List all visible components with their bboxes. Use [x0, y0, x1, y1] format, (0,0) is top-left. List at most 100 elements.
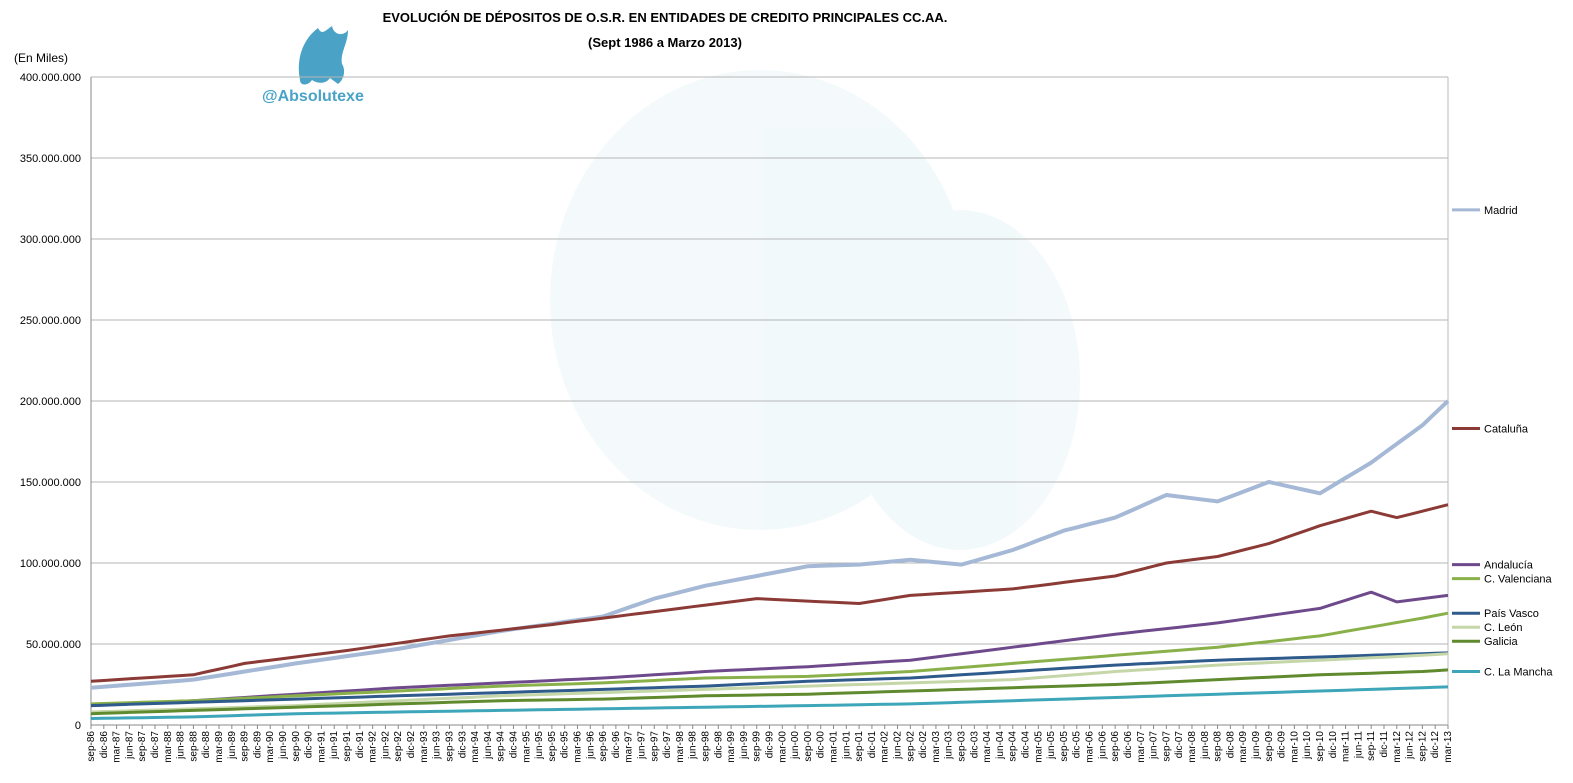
- x-tick-label: mar-99: [726, 731, 737, 763]
- x-tick-label: mar-06: [1085, 731, 1096, 763]
- x-tick-label: jun-90: [278, 731, 289, 760]
- x-tick-label: dic-07: [1174, 731, 1185, 759]
- x-tick-label: dic-02: [918, 731, 929, 759]
- x-tick-label: dic-06: [1123, 731, 1134, 759]
- x-tick-label: dic-11: [1379, 731, 1390, 758]
- x-tick-label: jun-91: [329, 731, 340, 760]
- y-tick-label: 200.000.000: [20, 396, 81, 408]
- x-tick-label: jun-11: [1353, 731, 1364, 759]
- series-lines: [90, 399, 1450, 720]
- legend-label: Andalucía: [1484, 560, 1534, 572]
- x-tick-label: jun-02: [893, 731, 904, 760]
- x-tick-label: dic-87: [150, 731, 161, 759]
- x-tick-label: jun-98: [688, 731, 699, 760]
- x-tick-label: mar-03: [931, 731, 942, 763]
- legend-label: Galicia: [1484, 636, 1519, 648]
- x-tick-label: sep-04: [1008, 731, 1019, 762]
- legend-label: Cataluña: [1484, 424, 1529, 436]
- x-tick-label: sep-02: [905, 731, 916, 762]
- x-tick-label: mar-92: [368, 731, 379, 763]
- x-tick-label: mar-97: [624, 731, 635, 763]
- brand-handle: @Absolutexe: [262, 88, 364, 105]
- x-tick-label: jun-08: [1200, 731, 1211, 760]
- legend-label: País Vasco: [1484, 608, 1539, 620]
- x-tick-label: sep-86: [86, 731, 97, 762]
- x-tick-label: sep-96: [598, 731, 609, 762]
- x-tick-label: jun-06: [1097, 731, 1108, 760]
- x-tick-label: jun-93: [432, 731, 443, 760]
- x-tick-label: dic-95: [560, 731, 571, 759]
- x-tick-label: dic-03: [969, 731, 980, 759]
- x-tick-label: dic-00: [816, 731, 827, 759]
- x-tick-label: dic-94: [508, 731, 519, 759]
- x-tick-label: jun-88: [176, 731, 187, 760]
- x-tick-label: mar-95: [521, 731, 532, 763]
- x-tick-label: sep-92: [393, 731, 404, 762]
- x-tick-label: mar-12: [1392, 731, 1403, 763]
- x-tick-label: jun-99: [739, 731, 750, 760]
- x-tick-label: mar-87: [112, 731, 123, 763]
- x-tick-label: jun-95: [534, 731, 545, 760]
- x-tick-label: dic-12: [1430, 731, 1441, 759]
- x-tick-label: dic-89: [252, 731, 263, 759]
- x-tick-label: dic-08: [1225, 731, 1236, 759]
- x-tick-label: jun-03: [944, 731, 955, 760]
- x-tick-label: jun-94: [483, 731, 494, 760]
- x-tick-label: sep-07: [1161, 731, 1172, 762]
- x-tick-label: sep-98: [700, 731, 711, 762]
- griffin-logo-icon: [298, 26, 348, 85]
- x-tick-label: jun-05: [1046, 731, 1057, 760]
- x-tick-label: jun-07: [1149, 731, 1160, 760]
- x-tick-label: mar-98: [675, 731, 686, 763]
- y-tick-label: 100.000.000: [20, 558, 81, 570]
- x-tick-label: dic-98: [713, 731, 724, 759]
- x-tick-label: dic-05: [1072, 731, 1083, 759]
- x-tick-label: dic-92: [406, 731, 417, 759]
- x-tick-label: mar-91: [316, 731, 327, 763]
- x-tick-label: sep-89: [240, 731, 251, 762]
- x-tick-label: mar-94: [470, 731, 481, 763]
- series-line-1: [90, 503, 1449, 683]
- x-tick-label: jun-12: [1405, 731, 1416, 760]
- series-line-6: [90, 668, 1449, 716]
- legend-label: C. León: [1484, 622, 1523, 634]
- x-tick-label: dic-01: [867, 731, 878, 759]
- x-tick-label: jun-01: [841, 731, 852, 760]
- x-tick-label: sep-93: [444, 731, 455, 762]
- x-tick-label: jun-10: [1302, 731, 1313, 760]
- x-tick-label: sep-87: [137, 731, 148, 762]
- y-tick-label: 350.000.000: [20, 153, 81, 165]
- x-tick-label: mar-10: [1289, 731, 1300, 763]
- x-tick-label: dic-04: [1021, 731, 1032, 759]
- series-line-7: [90, 685, 1449, 720]
- y-tick-labels: 0 50.000.000 100.000.000 150.000.000 200.000…: [20, 72, 81, 732]
- x-tick-label: dic-90: [304, 731, 315, 759]
- x-tick-label: sep-90: [291, 731, 302, 762]
- x-tick-label: mar-08: [1187, 731, 1198, 763]
- series-line-3: [90, 611, 1449, 706]
- x-tick-label: mar-00: [777, 731, 788, 763]
- x-tick-label: dic-88: [201, 731, 212, 759]
- x-tick-label: sep-94: [496, 731, 507, 762]
- x-tick-label: dic-99: [765, 731, 776, 759]
- x-tick-label: mar-02: [880, 731, 891, 763]
- x-tick-label: sep-88: [188, 731, 199, 762]
- x-tick-label: mar-90: [265, 731, 276, 763]
- x-tick-label: sep-97: [649, 731, 660, 762]
- x-tick-label: sep-11: [1366, 731, 1377, 761]
- x-tick-label: mar-96: [572, 731, 583, 763]
- x-tick-label: sep-09: [1264, 731, 1275, 762]
- x-tick-label: mar-89: [214, 731, 225, 763]
- x-tick-label: mar-07: [1136, 731, 1147, 763]
- series-line-0: [90, 399, 1450, 690]
- x-tick-label: mar-09: [1238, 731, 1249, 763]
- x-tick-label: dic-09: [1277, 731, 1288, 759]
- chart-subtitle: (Sept 1986 a Marzo 2013): [588, 35, 742, 50]
- x-tick-label: jun-92: [380, 731, 391, 760]
- x-tick-label: mar-04: [982, 731, 993, 763]
- y-tick-label: 300.000.000: [20, 234, 81, 246]
- legend: Madrid Cataluña Andalucía C. Valenciana País…: [1452, 205, 1553, 679]
- x-tick-label: sep-91: [342, 731, 353, 762]
- x-tick-label: dic-10: [1328, 731, 1339, 759]
